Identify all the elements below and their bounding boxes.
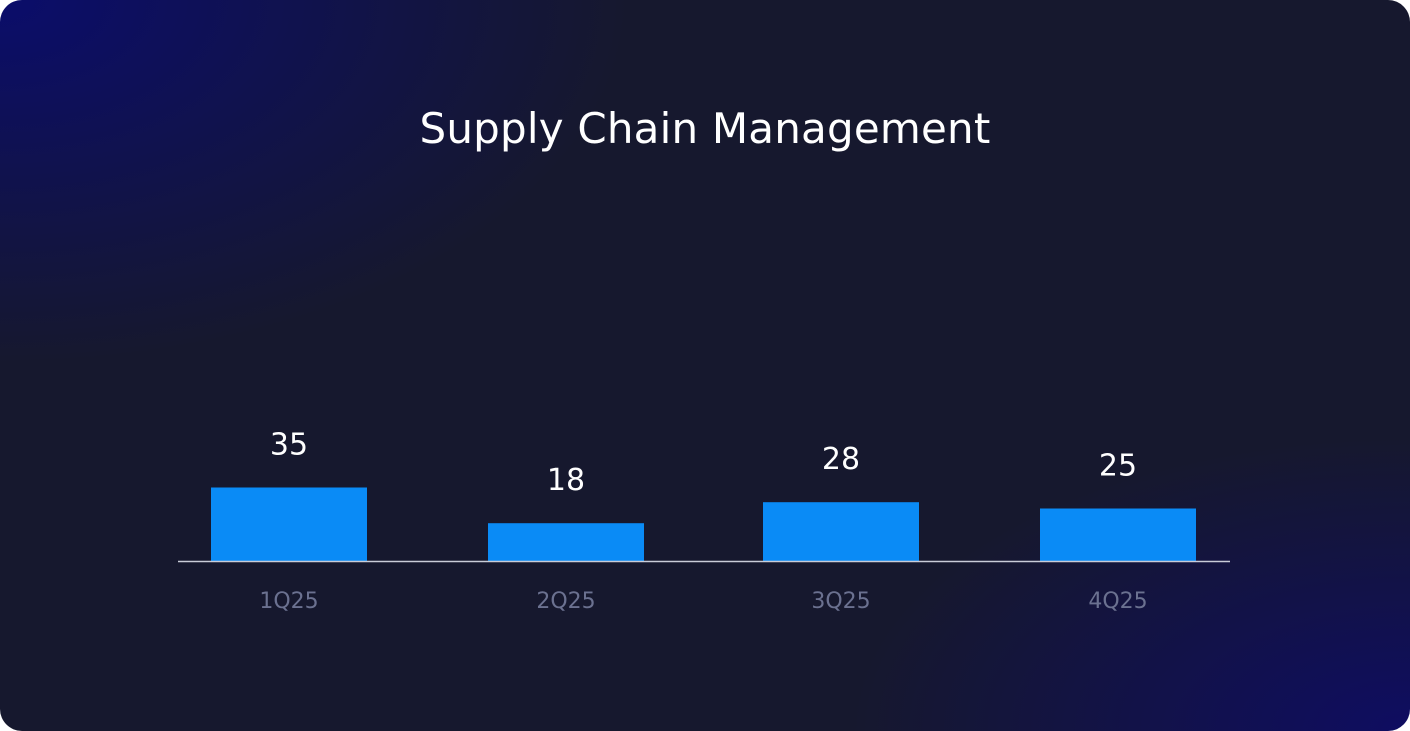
category-labels-group: 1Q25 2Q25 3Q25 4Q25 — [259, 589, 1147, 614]
value-label-2q25: 18 — [547, 463, 585, 498]
category-label-3q25: 3Q25 — [811, 589, 870, 614]
bar-4q25 — [1040, 508, 1196, 561]
chart-title: Supply Chain Management — [419, 104, 991, 153]
bar-2q25 — [488, 523, 644, 561]
bar-3q25 — [763, 502, 919, 561]
bar-1q25 — [211, 487, 367, 561]
value-label-1q25: 35 — [270, 428, 308, 463]
category-label-1q25: 1Q25 — [259, 589, 318, 614]
value-label-4q25: 25 — [1099, 449, 1137, 484]
bars-group — [211, 487, 1196, 561]
category-label-2q25: 2Q25 — [536, 589, 595, 614]
category-label-4q25: 4Q25 — [1088, 589, 1147, 614]
value-label-3q25: 28 — [822, 442, 860, 477]
value-labels-group: 35 18 28 25 — [270, 428, 1137, 499]
